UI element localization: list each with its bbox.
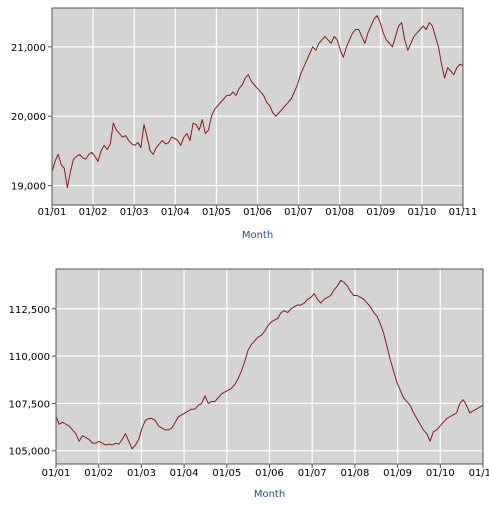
x-tick-label: 01/05 <box>202 207 231 218</box>
x-tick-label: 01/11 <box>469 468 489 479</box>
y-tick-label: 112,500 <box>9 305 50 316</box>
y-tick-label: 19,000 <box>11 182 46 193</box>
x-tick-label: 01/08 <box>340 468 369 479</box>
x-tick-label: 01/07 <box>298 468 327 479</box>
x-tick-label: 01/04 <box>161 207 190 218</box>
x-tick-label: 01/03 <box>120 207 149 218</box>
x-tick-label: 01/06 <box>243 207 272 218</box>
y-tick-label: 107,500 <box>9 399 50 410</box>
x-tick-label: 01/10 <box>407 207 436 218</box>
x-tick-label: 01/03 <box>127 468 156 479</box>
x-tick-label: 01/02 <box>79 207 108 218</box>
series-line <box>51 15 464 189</box>
y-tick-label: 110,000 <box>9 352 50 363</box>
y-tick-label: 105,000 <box>9 447 50 458</box>
x-tick-label: 01/09 <box>366 207 395 218</box>
x-tick-label: 01/05 <box>212 468 241 479</box>
x-tick-label: 01/09 <box>383 468 412 479</box>
x-tick-label: 01/01 <box>42 468 71 479</box>
x-tick-label: 01/11 <box>449 207 478 218</box>
x-tick-label: 01/06 <box>255 468 284 479</box>
x-tick-label: 01/04 <box>170 468 199 479</box>
x-axis-title: Month <box>254 489 285 500</box>
series-line <box>55 279 484 450</box>
x-tick-label: 01/10 <box>426 468 455 479</box>
y-tick-label: 21,000 <box>11 43 46 54</box>
x-tick-label: 01/07 <box>284 207 313 218</box>
x-tick-label: 01/08 <box>325 207 354 218</box>
y-tick-label: 20,000 <box>11 112 46 123</box>
x-axis-title: Month <box>242 230 273 241</box>
chart-1: 01/01 01/02 01/03 01/04 01/05 01/06 01/07 01/08… <box>11 7 478 241</box>
chart-2: 01/01 01/02 01/03 01/04 01/05 01/06 01/07 01/08… <box>9 268 489 500</box>
x-tick-label: 01/02 <box>84 468 113 479</box>
x-tick-label: 01/01 <box>38 207 67 218</box>
